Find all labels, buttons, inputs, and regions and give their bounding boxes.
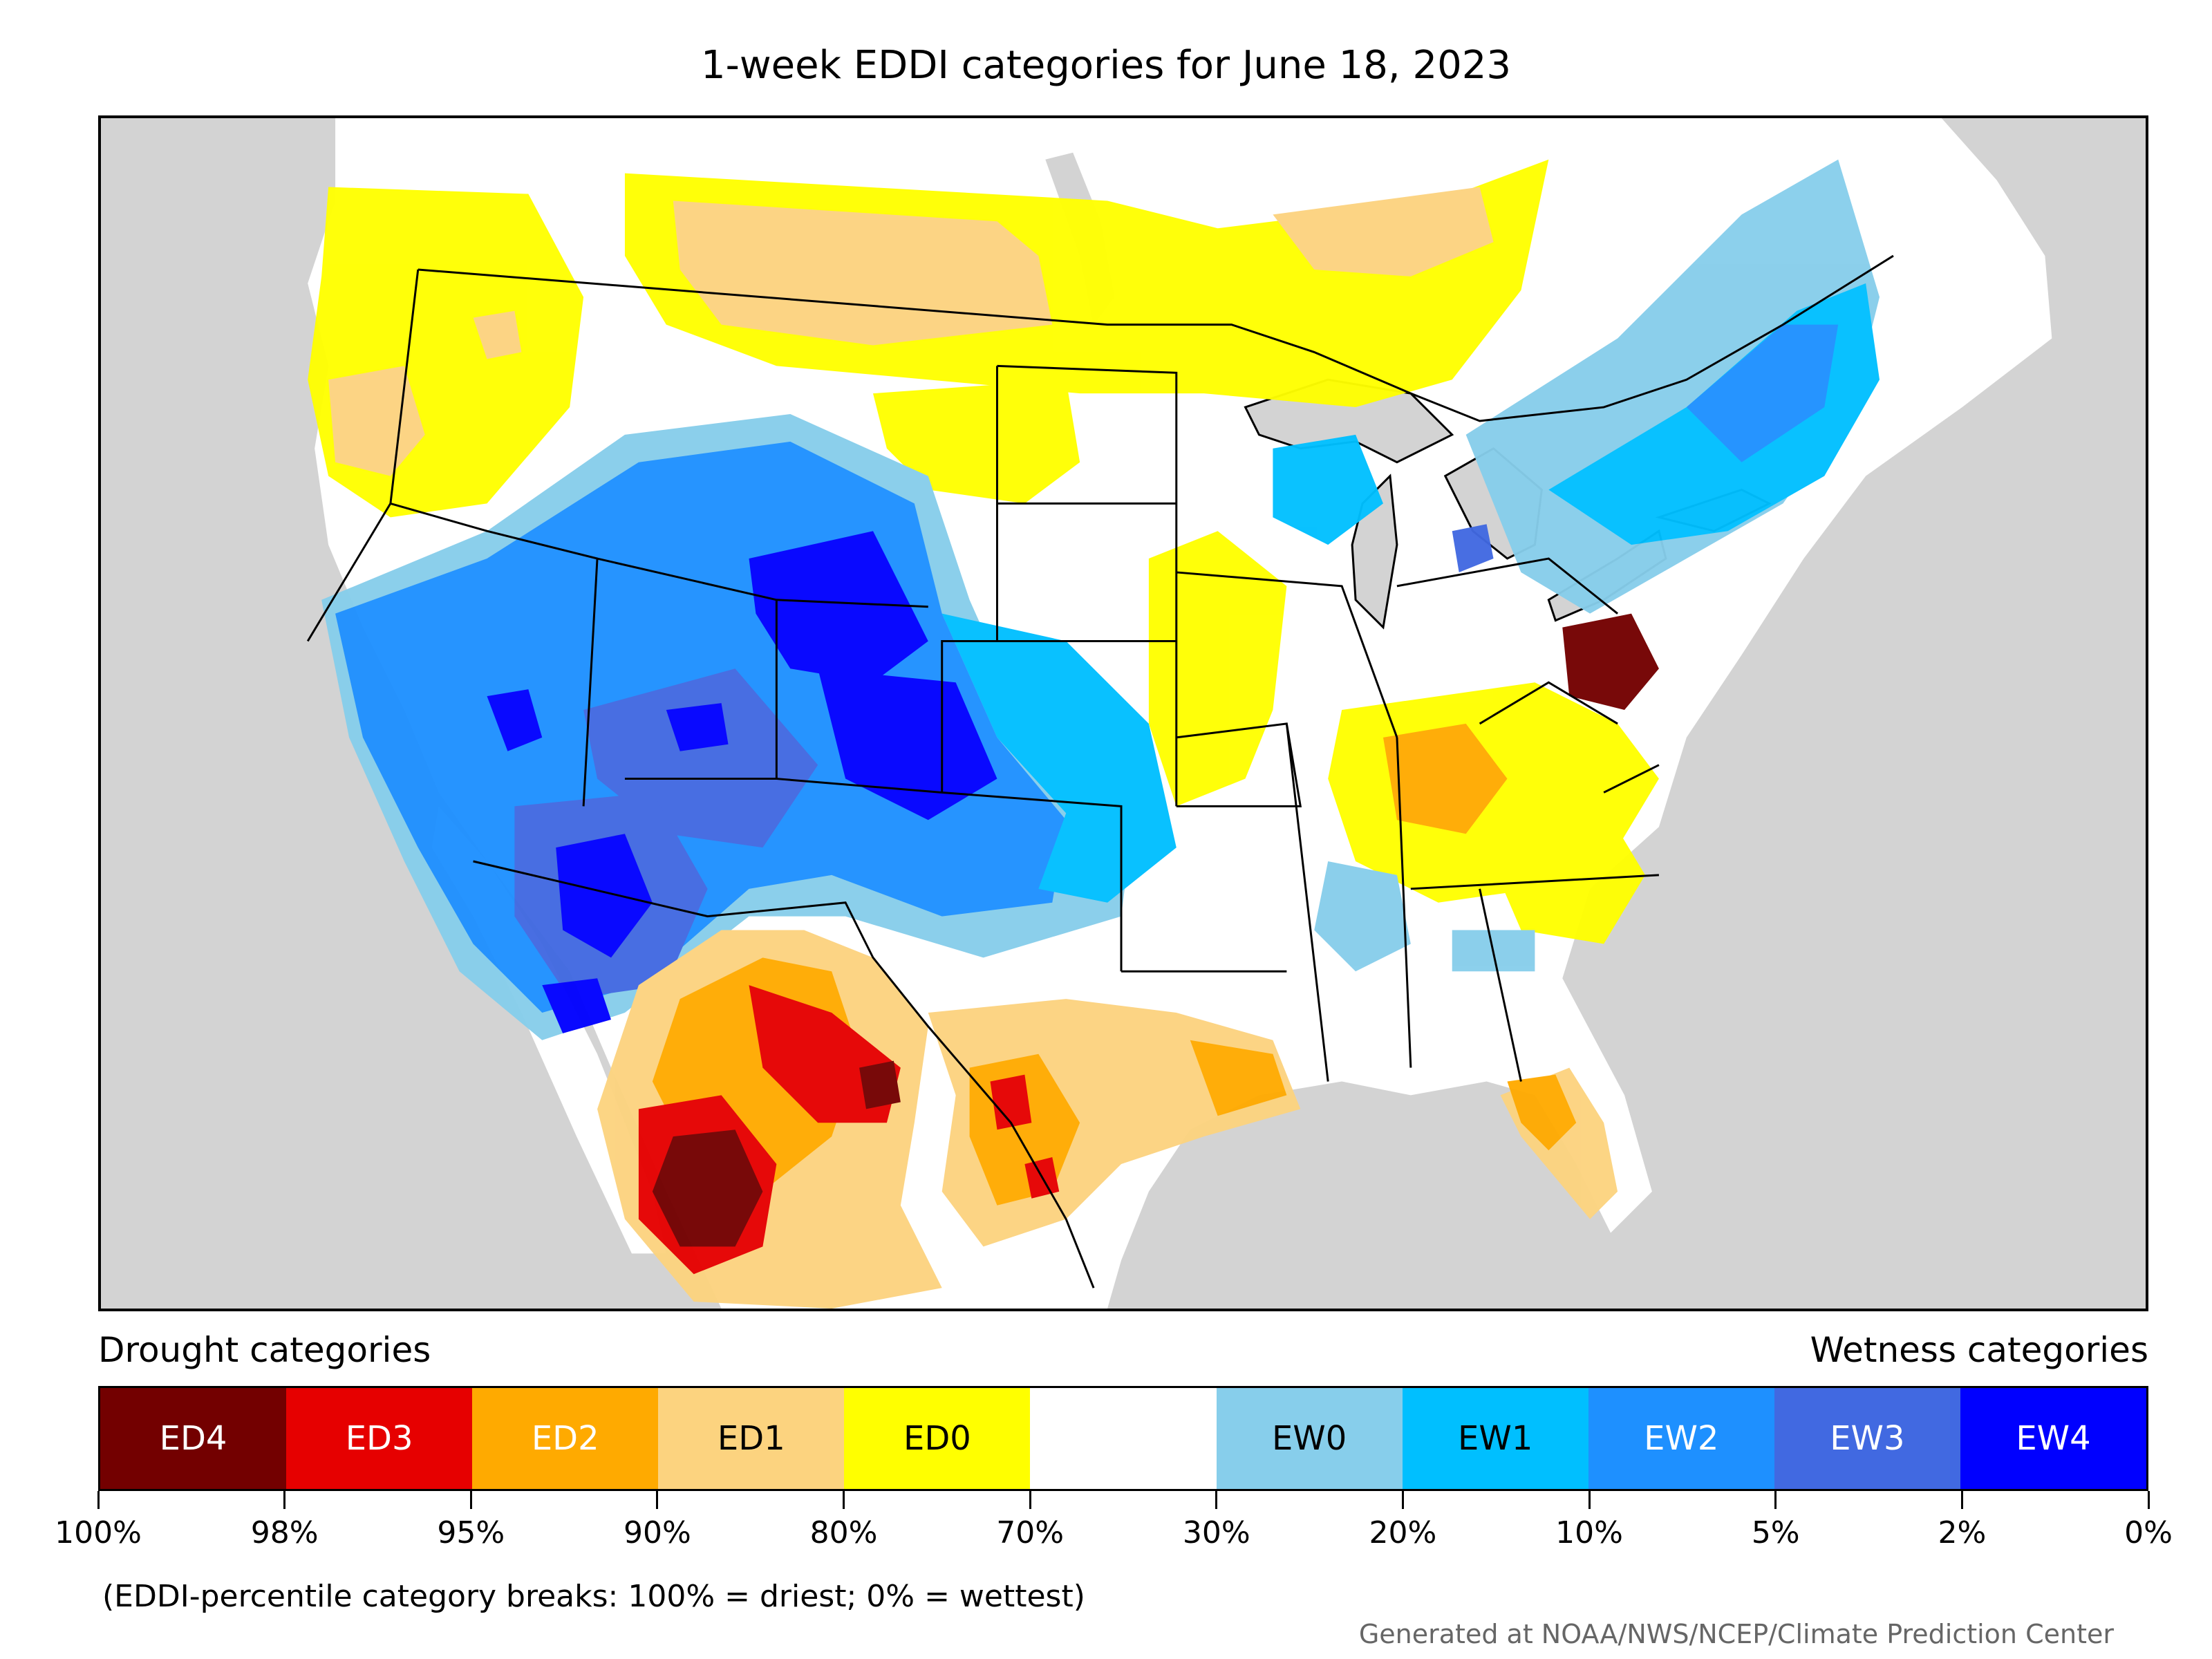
colorbar-tick bbox=[1588, 1491, 1591, 1509]
category-breaks-note: (EDDI-percentile category breaks: 100% =… bbox=[102, 1579, 1085, 1614]
category-swatch-ew0: EW0 bbox=[1216, 1388, 1403, 1489]
colorbar-tick-label: 30% bbox=[1182, 1515, 1250, 1550]
us-canada-border bbox=[418, 254, 1894, 422]
category-swatch-ed2: ED2 bbox=[472, 1388, 659, 1489]
credit-line: Generated at NOAA/NWS/NCEP/Climate Predi… bbox=[1358, 1619, 2114, 1649]
category-swatch-ew1: EW1 bbox=[1402, 1388, 1588, 1489]
category-swatch-ed1: ED1 bbox=[658, 1388, 845, 1489]
colorbar-tick bbox=[1774, 1491, 1777, 1509]
category-colorbar: ED4 ED3 ED2 ED1 ED0 EW0 EW1 EW2 EW3 EW4 bbox=[98, 1386, 2148, 1491]
region-nevada-ew4 bbox=[487, 689, 729, 751]
region-ne-canada-ed1 bbox=[1273, 187, 1494, 276]
colorbar-tick bbox=[1960, 1491, 1963, 1509]
category-swatch-ed4: ED4 bbox=[100, 1388, 287, 1489]
us-mexico-border bbox=[473, 860, 1095, 1288]
colorbar-tick-label: 0% bbox=[2124, 1515, 2173, 1550]
region-canada-prairies-ed1 bbox=[673, 200, 1053, 346]
map-title: 1-week EDDI categories for June 18, 2023 bbox=[701, 43, 1511, 88]
colorbar-tick-label: 70% bbox=[996, 1515, 1065, 1550]
map-panel bbox=[98, 115, 2148, 1311]
region-kentucky-ed2 bbox=[1382, 723, 1508, 834]
region-michigan-ew3 bbox=[1452, 524, 1494, 572]
region-mexico-ed4 bbox=[652, 1060, 901, 1247]
region-quebec-ew2 bbox=[1686, 324, 1839, 462]
category-swatch-ew3: EW3 bbox=[1774, 1388, 1960, 1489]
category-swatch-ed3: ED3 bbox=[286, 1388, 473, 1489]
colorbar-tick bbox=[2147, 1491, 2150, 1509]
region-wisconsin-ew1 bbox=[1273, 434, 1383, 545]
colorbar-tick-label: 90% bbox=[624, 1515, 691, 1550]
boundaries bbox=[306, 254, 1894, 1288]
colorbar-tick-label: 100% bbox=[55, 1515, 142, 1550]
colorbar-tick-label: 2% bbox=[1938, 1515, 1987, 1550]
category-swatch-ed0: ED0 bbox=[844, 1388, 1031, 1489]
colorbar-ticks bbox=[97, 1491, 2150, 1512]
colorbar-tick bbox=[97, 1491, 100, 1509]
region-dakotas-ed0 bbox=[872, 379, 1080, 504]
colorbar-tick bbox=[1029, 1491, 1031, 1509]
eddi-shading bbox=[308, 159, 1880, 1309]
colorbar-tick bbox=[469, 1491, 472, 1509]
colorbar-tick-label: 98% bbox=[250, 1515, 319, 1550]
region-florida-ed2 bbox=[1507, 1074, 1577, 1151]
region-texas-ed3 bbox=[990, 1074, 1060, 1199]
colorbar-tick-label: 80% bbox=[809, 1515, 878, 1550]
colorbar-tick-label: 10% bbox=[1555, 1515, 1623, 1550]
region-virginia-ed4 bbox=[1562, 613, 1659, 711]
eddi-map bbox=[306, 118, 2052, 1309]
colorbar-tick-label: 20% bbox=[1369, 1515, 1437, 1550]
drought-categories-label: Drought categories bbox=[98, 1330, 431, 1370]
colorbar-tick bbox=[1401, 1491, 1404, 1509]
category-swatch-normal bbox=[1030, 1388, 1217, 1489]
region-pacific-nw-ed1 bbox=[328, 310, 522, 476]
region-wyoming-ew4 bbox=[749, 531, 928, 683]
region-carolina-ed0 bbox=[1479, 806, 1645, 944]
region-west-ew1 bbox=[941, 613, 1177, 903]
region-southeast-ew0 bbox=[1314, 861, 1535, 972]
category-swatch-ew2: EW2 bbox=[1588, 1388, 1774, 1489]
colorbar-tick bbox=[1215, 1491, 1218, 1509]
wetness-categories-label: Wetness categories bbox=[1810, 1330, 2148, 1370]
colorbar-tick bbox=[843, 1491, 845, 1509]
colorbar-tick-label: 95% bbox=[437, 1515, 505, 1550]
colorbar-tick-label: 5% bbox=[1751, 1515, 1800, 1550]
category-swatch-ew4: EW4 bbox=[1960, 1388, 2147, 1489]
state-lines bbox=[306, 269, 1660, 1082]
colorbar-tick bbox=[283, 1491, 286, 1509]
region-colorado-ew4 bbox=[818, 668, 997, 821]
colorbar-tick bbox=[656, 1491, 659, 1509]
